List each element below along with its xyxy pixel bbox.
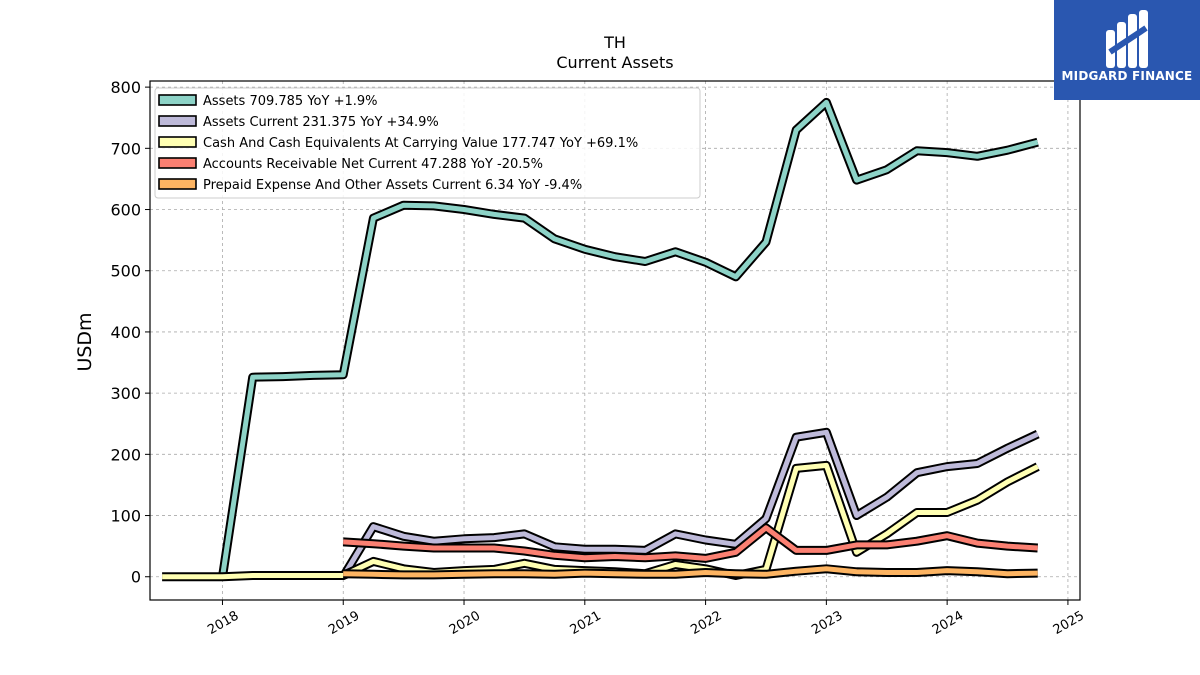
series-line-4 (343, 566, 1038, 578)
legend-swatch-4 (158, 178, 197, 190)
y-axis-label: USDm (74, 312, 96, 371)
legend-swatch-3 (158, 157, 197, 169)
brand-logo: MIDGARD FINANCE (1054, 0, 1200, 100)
series-line-0 (220, 99, 1039, 578)
x-tick-label: 2018 (205, 608, 241, 638)
y-tick-label: 0 (131, 568, 141, 587)
x-tick-label: 2022 (688, 608, 724, 638)
series-line-3 (343, 525, 1038, 561)
legend-label-1: Assets Current 231.375 YoY +34.9% (203, 115, 439, 130)
chart-title: TH (603, 33, 626, 52)
x-tick-label: 2024 (930, 608, 966, 638)
logo-mark-icon (1106, 10, 1148, 68)
x-tick-label: 2021 (568, 608, 604, 638)
x-tick-label: 2025 (1051, 608, 1087, 638)
y-tick-label: 300 (110, 384, 141, 403)
y-tick-label: 800 (110, 78, 141, 97)
legend-box (154, 87, 701, 199)
x-tick-label: 2023 (809, 608, 845, 638)
chart-subtitle: Current Assets (556, 53, 673, 72)
y-tick-label: 400 (110, 323, 141, 342)
x-tick-label: 2020 (447, 608, 483, 638)
series-line-1 (341, 429, 1039, 578)
y-tick-label: 600 (110, 201, 141, 220)
legend-label-2: Cash And Cash Equivalents At Carrying Va… (203, 136, 638, 151)
series-group (162, 97, 1040, 582)
y-tick-label: 700 (110, 139, 141, 158)
legend-label-3: Accounts Receivable Net Current 47.288 Y… (203, 157, 543, 172)
plot-frame (149, 80, 1081, 601)
legend-label-0: Assets 709.785 YoY +1.9% (203, 94, 378, 109)
legend: Assets 709.785 YoY +1.9% Assets Current 2… (154, 87, 701, 199)
brand-name: MIDGARD FINANCE (1061, 69, 1193, 83)
legend-label-4: Prepaid Expense And Other Assets Current… (203, 178, 582, 193)
y-tick-label: 500 (110, 262, 141, 281)
legend-swatch-2 (158, 136, 197, 148)
legend-swatch-1 (158, 115, 197, 127)
legend-swatch-0 (158, 94, 197, 106)
y-tick-label: 100 (110, 507, 141, 526)
y-tick-label: 200 (110, 445, 141, 464)
x-tick-label: 2019 (326, 608, 362, 638)
